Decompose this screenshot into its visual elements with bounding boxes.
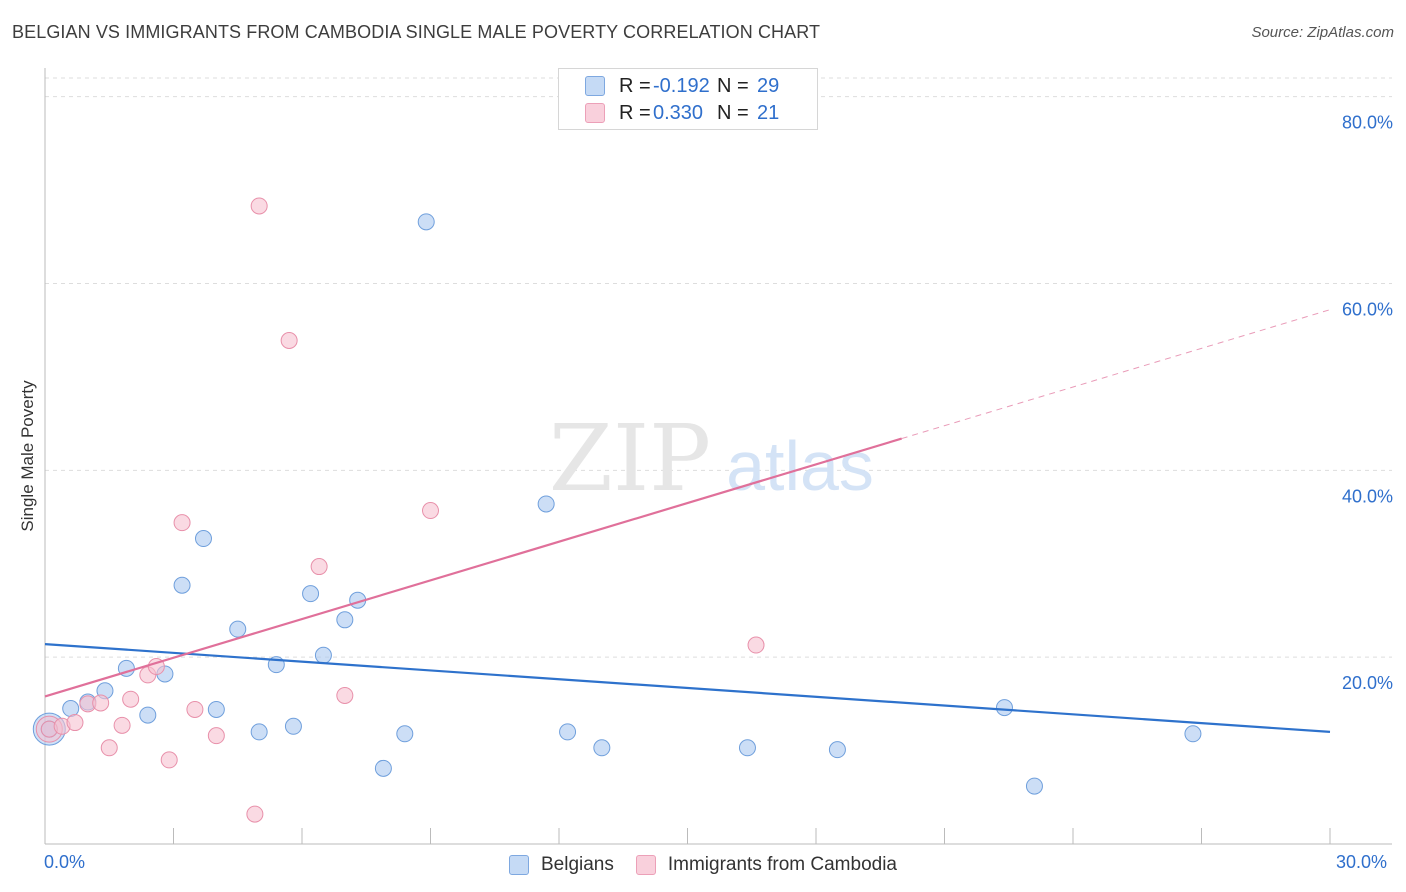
belgians-point [314, 646, 332, 664]
belgians-point [194, 530, 212, 548]
belgians-point [374, 759, 392, 777]
watermark-atlas: atlas [726, 427, 874, 505]
y-tick-label: 60.0% [1342, 300, 1393, 320]
legend-item-cambodia: Immigrants from Cambodia [635, 854, 897, 876]
cambodia-point [173, 514, 191, 532]
n-value: 29 [757, 74, 780, 97]
legend-row-belgians: R = -0.192 N = 29 [585, 74, 779, 98]
grid [45, 77, 1392, 658]
r-value: -0.192 [653, 74, 710, 97]
belgians-legend-swatch [508, 855, 529, 875]
belgians-point [302, 585, 320, 603]
cambodia-point [160, 751, 178, 769]
y-tick-label: 80.0% [1342, 113, 1393, 133]
y-tick-label: 40.0% [1342, 486, 1393, 506]
cambodia-point [122, 690, 140, 708]
belgians-point [593, 739, 611, 757]
cambodia-swatch [585, 103, 605, 123]
cambodia-point [747, 636, 765, 654]
belgians-point [173, 576, 191, 594]
cambodia-point [336, 686, 354, 704]
cambodia-point [250, 197, 268, 215]
belgians-point [62, 700, 80, 718]
cambodia-point [207, 727, 225, 745]
cambodia-point [422, 502, 439, 520]
belgians-point [250, 723, 268, 741]
belgians-point [139, 706, 157, 724]
cambodia-point [280, 331, 298, 349]
belgians-point [537, 495, 555, 513]
x-tick-label-min: 0.0% [44, 852, 86, 872]
watermark: ZIP atlas [549, 405, 874, 512]
legend-item-belgians: Belgians [508, 854, 614, 876]
belgians-point [828, 741, 846, 759]
belgians-point [1184, 725, 1202, 743]
n-value: 21 [757, 101, 780, 124]
cambodia-point [113, 716, 131, 734]
cambodia-trend-line [44, 437, 902, 698]
y-tick-label: 20.0% [1342, 673, 1393, 693]
trend-lines [44, 309, 1331, 733]
belgians-point [995, 699, 1013, 717]
chart-title: BELGIAN VS IMMIGRANTS FROM CAMBODIA SING… [12, 22, 821, 42]
belgians-point [284, 717, 302, 735]
r-label: R = [619, 74, 651, 97]
belgians-point [336, 611, 354, 629]
watermark-zip: ZIP [549, 405, 711, 512]
n-label: N = [717, 74, 749, 97]
belgians-swatch [585, 76, 605, 96]
correlation-legend: R = -0.192 N = 29 R = 0.330 N = 21 [558, 68, 818, 130]
cambodia-point [310, 558, 328, 576]
x-tick-label-max: 30.0% [1336, 852, 1388, 872]
source-label: Source: ZipAtlas.com [1251, 24, 1394, 41]
cambodia-trend-extrapolation [901, 309, 1331, 440]
belgians-legend-label: Belgians [540, 854, 614, 875]
belgians-point [229, 620, 247, 638]
r-label: R = [619, 101, 651, 124]
y-tick-labels: 20.0% 40.0% 60.0% 80.0% [1342, 113, 1393, 693]
cambodia-legend-label: Immigrants from Cambodia [667, 854, 897, 875]
legend-row-cambodia: R = 0.330 N = 21 [585, 101, 779, 125]
belgians-point [738, 739, 756, 757]
cambodia-point [186, 700, 204, 718]
cambodia-point [92, 694, 110, 712]
n-label: N = [717, 101, 749, 124]
belgians-point [417, 213, 435, 231]
y-axis-label: Single Male Poverty [18, 380, 37, 532]
belgians-point [396, 725, 414, 743]
cambodia-point [66, 714, 84, 732]
belgians-point [207, 700, 225, 718]
cambodia-point [246, 805, 264, 823]
r-value: 0.330 [653, 101, 704, 124]
belgians-point [559, 723, 577, 741]
belgians-point [1025, 777, 1043, 795]
data-points [32, 197, 1202, 823]
cambodia-point [100, 739, 118, 757]
cambodia-legend-swatch [635, 855, 656, 875]
series-legend: Belgians Immigrants from Cambodia [0, 852, 1406, 878]
belgians-trend-line [44, 642, 1331, 733]
